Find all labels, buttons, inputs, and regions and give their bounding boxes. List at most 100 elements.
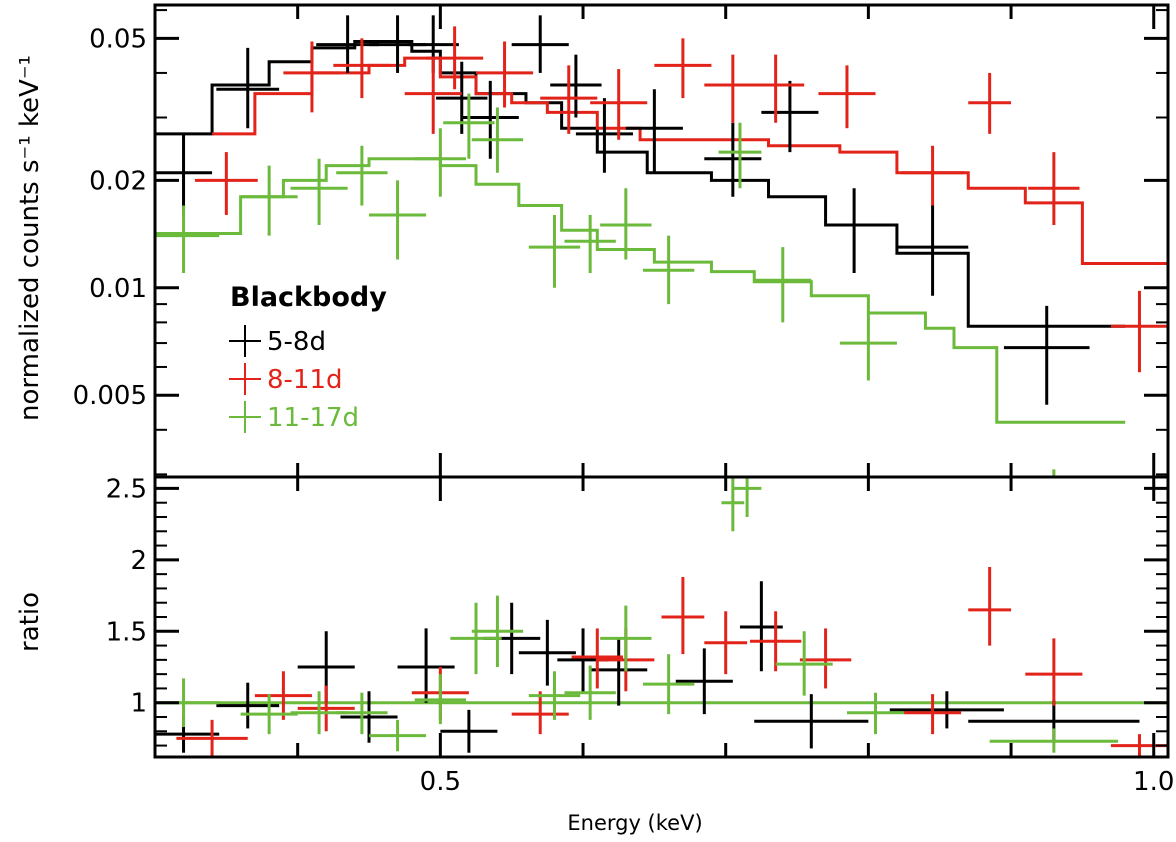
data-point bbox=[240, 694, 298, 735]
data-point bbox=[1028, 152, 1080, 225]
data-point bbox=[440, 709, 498, 753]
data-point bbox=[443, 93, 495, 159]
data-point bbox=[761, 80, 819, 153]
x-axis-title: Energy (keV) bbox=[567, 811, 702, 835]
data-point bbox=[426, 26, 484, 90]
data-point bbox=[297, 685, 355, 732]
data-point bbox=[600, 605, 652, 672]
x-tick-label: 0.5 bbox=[420, 767, 461, 797]
y-tick-label: 1 bbox=[130, 689, 147, 719]
data-point bbox=[414, 674, 467, 725]
data-point bbox=[754, 694, 869, 749]
data-point bbox=[590, 638, 648, 706]
legend: Blackbody 5-8d 8-11d 11-17d bbox=[229, 282, 387, 433]
data-point bbox=[1025, 638, 1083, 706]
legend-label: 11-17d bbox=[267, 403, 359, 433]
data-point bbox=[461, 80, 519, 159]
spectrum-panel: 0.005 0.01 0.02 0.05 bbox=[73, 3, 1170, 479]
data-point bbox=[818, 65, 876, 129]
model-step-line bbox=[212, 56, 1168, 265]
y-tick-label: 1.5 bbox=[106, 617, 147, 647]
data-point bbox=[1110, 290, 1168, 373]
data-point bbox=[240, 165, 298, 236]
data-point bbox=[989, 728, 1119, 753]
data-point bbox=[718, 122, 762, 189]
legend-item: 8-11d bbox=[229, 363, 343, 395]
data-point bbox=[528, 214, 581, 288]
y-axis-title-top: normalized counts s⁻¹ keV⁻¹ bbox=[15, 55, 45, 421]
data-point bbox=[414, 128, 467, 197]
data-point bbox=[540, 65, 598, 134]
legend-item: 5-8d bbox=[229, 325, 326, 357]
data-point bbox=[901, 145, 964, 206]
data-point bbox=[749, 611, 802, 672]
data-point bbox=[846, 692, 905, 735]
data-point bbox=[968, 567, 1012, 646]
data-point bbox=[889, 691, 1004, 729]
legend-title: Blackbody bbox=[230, 282, 387, 313]
y-tick-label: 0.05 bbox=[89, 24, 147, 54]
data-point bbox=[704, 611, 748, 675]
data-point bbox=[254, 671, 312, 720]
data-point bbox=[194, 152, 258, 215]
y-tick-label: 2.5 bbox=[106, 474, 147, 504]
data-point bbox=[518, 619, 576, 686]
data-point bbox=[476, 41, 534, 108]
data-point bbox=[825, 188, 883, 274]
data-point bbox=[511, 691, 569, 735]
data-point bbox=[369, 719, 427, 752]
data-point bbox=[290, 158, 348, 225]
data-point bbox=[642, 235, 695, 305]
data-point bbox=[896, 205, 969, 296]
data-point bbox=[155, 133, 213, 215]
ratio-panel: 1 1.5 2 2.5 0.5 1.0 bbox=[106, 474, 1175, 797]
plot-area bbox=[155, 15, 1168, 477]
data-point bbox=[471, 107, 524, 173]
data-point bbox=[283, 41, 341, 113]
legend-label: 8-11d bbox=[267, 365, 343, 395]
data-point bbox=[661, 577, 705, 655]
data-point bbox=[397, 628, 455, 703]
data-point bbox=[528, 671, 581, 720]
data-point bbox=[564, 665, 616, 720]
legend-label: 5-8d bbox=[267, 327, 326, 357]
data-point bbox=[471, 595, 524, 667]
data-point bbox=[369, 180, 427, 260]
data-point bbox=[775, 631, 833, 696]
data-point bbox=[450, 602, 502, 675]
data-point bbox=[336, 145, 388, 206]
data-point bbox=[216, 47, 280, 129]
data-point bbox=[675, 648, 733, 715]
y-tick-label: 0.005 bbox=[73, 381, 147, 411]
legend-item: 11-17d bbox=[229, 401, 359, 433]
plot-area bbox=[155, 477, 1168, 757]
y-tick-label: 0.02 bbox=[89, 166, 147, 196]
x-tick-label: 1.0 bbox=[1133, 767, 1174, 797]
data-point bbox=[1003, 305, 1090, 405]
data-point bbox=[904, 694, 962, 735]
data-point bbox=[575, 98, 633, 173]
data-point bbox=[316, 15, 380, 73]
data-point bbox=[564, 214, 616, 274]
data-point bbox=[839, 312, 897, 381]
data-point bbox=[511, 15, 569, 73]
data-point bbox=[754, 247, 812, 323]
data-point bbox=[721, 477, 745, 532]
data-point bbox=[333, 38, 391, 99]
data-point bbox=[704, 54, 762, 123]
data-point bbox=[642, 654, 695, 715]
data-point bbox=[600, 188, 652, 260]
data-point bbox=[176, 719, 248, 756]
data-point bbox=[155, 205, 220, 274]
data-point bbox=[654, 38, 712, 99]
data-point bbox=[799, 628, 852, 689]
y-axis-title-bottom: ratio bbox=[15, 592, 45, 652]
y-tick-label: 0.01 bbox=[89, 274, 147, 304]
data-point bbox=[704, 122, 762, 197]
data-point bbox=[732, 477, 762, 517]
data-point bbox=[404, 58, 462, 134]
data-point bbox=[747, 54, 805, 123]
data-point bbox=[590, 69, 648, 140]
data-point bbox=[968, 72, 1012, 134]
